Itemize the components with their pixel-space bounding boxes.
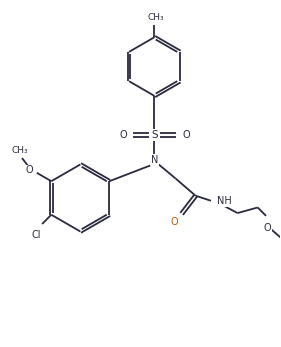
Text: O: O — [26, 165, 33, 175]
Text: O: O — [119, 130, 127, 140]
Text: O: O — [182, 130, 190, 140]
Text: NH: NH — [217, 196, 232, 206]
Text: S: S — [151, 130, 158, 140]
Text: O: O — [264, 223, 271, 233]
Text: O: O — [171, 217, 178, 227]
Text: CH₃: CH₃ — [12, 146, 28, 155]
Text: CH₃: CH₃ — [148, 13, 164, 22]
Text: N: N — [151, 155, 158, 165]
Text: Cl: Cl — [32, 230, 41, 240]
